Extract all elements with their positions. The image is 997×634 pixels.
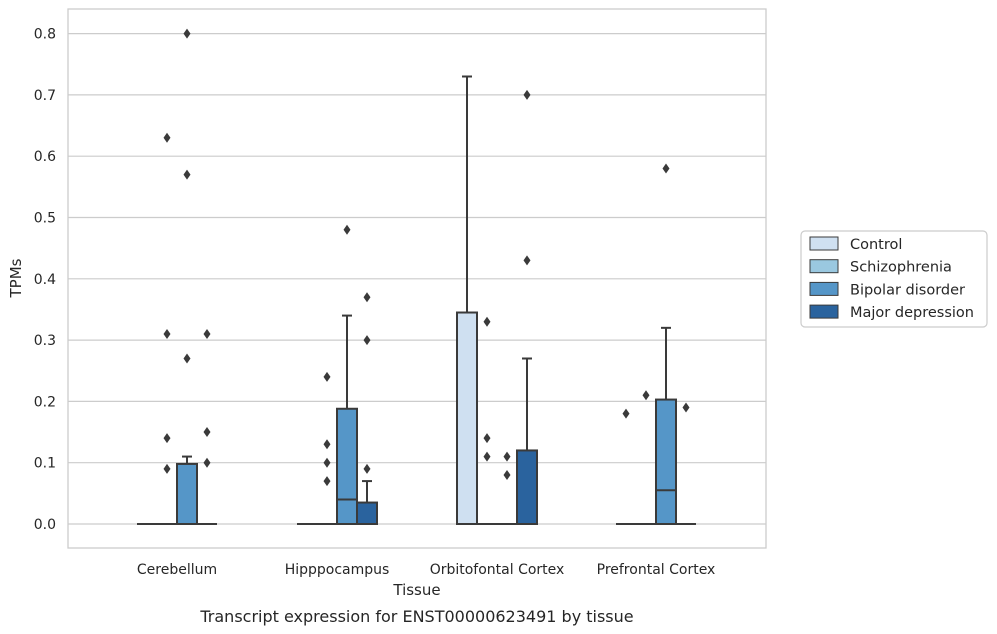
x-tick-label: Prefrontal Cortex bbox=[597, 562, 716, 578]
outlier-point bbox=[622, 408, 630, 419]
y-tick-label: 0.6 bbox=[34, 149, 56, 165]
legend: Control Schizophrenia Bipolar disorder Majo… bbox=[800, 230, 988, 328]
y-tick-label: 0.5 bbox=[34, 211, 56, 227]
y-tick-label: 0.8 bbox=[34, 27, 56, 43]
y-tick-label: 0.2 bbox=[34, 394, 56, 410]
outlier-point bbox=[483, 451, 491, 462]
box-bipolar-disorder bbox=[655, 163, 677, 526]
outlier-point bbox=[682, 402, 690, 413]
box-iqr bbox=[336, 407, 358, 526]
legend-swatch bbox=[809, 304, 839, 319]
outlier-point bbox=[363, 292, 371, 303]
box-schizophrenia bbox=[636, 390, 656, 525]
legend-label: Major depression bbox=[850, 305, 974, 321]
box-schizophrenia bbox=[157, 132, 177, 525]
outlier-point bbox=[323, 457, 331, 468]
outlier-point bbox=[323, 371, 331, 382]
outlier-point bbox=[523, 255, 531, 266]
box-bipolar-disorder bbox=[336, 224, 358, 526]
box-control bbox=[616, 408, 636, 525]
x-tick-label: Hipppocampus bbox=[285, 562, 390, 578]
outlier-point bbox=[363, 463, 371, 474]
gridlines bbox=[68, 32, 766, 525]
outlier-point bbox=[363, 335, 371, 346]
box-iqr bbox=[356, 501, 378, 526]
y-tick-label: 0.4 bbox=[34, 272, 56, 288]
outlier-point bbox=[183, 353, 191, 364]
outlier-point bbox=[503, 469, 511, 480]
box-major-depression bbox=[356, 292, 378, 526]
outlier-point bbox=[163, 433, 171, 444]
box-major-depression bbox=[676, 402, 696, 525]
box-plots bbox=[137, 28, 696, 526]
outlier-point bbox=[343, 224, 351, 235]
outlier-point bbox=[163, 463, 171, 474]
outlier-point bbox=[323, 439, 331, 450]
outlier-point bbox=[203, 427, 211, 438]
x-tick-labels: Cerebellum Hipppocampus Orbitofontal Corte… bbox=[137, 562, 715, 578]
x-tick-label: Cerebellum bbox=[137, 562, 217, 578]
box-iqr bbox=[516, 449, 538, 525]
outlier-point bbox=[323, 476, 331, 487]
legend-swatch bbox=[809, 259, 839, 274]
legend-swatch bbox=[809, 236, 839, 251]
y-tick-label: 0.0 bbox=[34, 517, 56, 533]
y-tick-label: 0.3 bbox=[34, 333, 56, 349]
outlier-point bbox=[183, 169, 191, 180]
box-schizophrenia bbox=[477, 316, 497, 525]
y-tick-labels: 0.0 0.1 0.2 0.3 0.4 0.5 0.6 0.7 0.8 bbox=[34, 27, 56, 533]
outlier-point bbox=[503, 451, 511, 462]
box-iqr bbox=[176, 462, 198, 525]
box-bipolar-disorder bbox=[497, 451, 517, 525]
box-major-depression bbox=[516, 89, 538, 525]
outlier-point bbox=[662, 163, 670, 174]
outlier-point bbox=[203, 457, 211, 468]
y-axis-title: TPMs bbox=[7, 258, 25, 298]
box-control bbox=[456, 75, 478, 526]
outlier-point bbox=[523, 89, 531, 100]
box-major-depression bbox=[197, 328, 217, 525]
outlier-point bbox=[163, 328, 171, 339]
outlier-point bbox=[203, 328, 211, 339]
box-iqr bbox=[456, 311, 478, 526]
legend-label: Control bbox=[850, 237, 902, 253]
x-tick-label: Orbitofontal Cortex bbox=[430, 562, 565, 578]
outlier-point bbox=[483, 433, 491, 444]
outlier-point bbox=[642, 390, 650, 401]
box-iqr bbox=[655, 398, 677, 526]
legend-label: Schizophrenia bbox=[850, 260, 952, 276]
y-tick-label: 0.1 bbox=[34, 456, 56, 472]
plot-frame bbox=[67, 8, 767, 549]
outlier-point bbox=[483, 316, 491, 327]
legend-frame bbox=[800, 230, 988, 328]
box-schizophrenia bbox=[317, 371, 337, 525]
x-axis-title: Tissue bbox=[392, 581, 440, 599]
legend-swatch bbox=[809, 281, 839, 296]
outlier-point bbox=[183, 28, 191, 39]
box-bipolar-disorder bbox=[176, 28, 198, 525]
outlier-point bbox=[163, 132, 171, 143]
legend-label: Bipolar disorder bbox=[850, 282, 965, 298]
y-tick-label: 0.7 bbox=[34, 88, 56, 104]
chart-caption: Transcript expression for ENST0000062349… bbox=[199, 607, 633, 626]
